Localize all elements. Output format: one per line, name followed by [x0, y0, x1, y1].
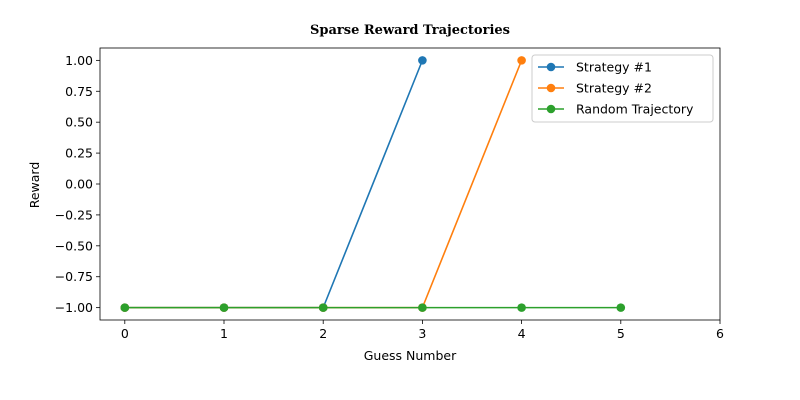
legend-item: Strategy #2 [538, 81, 652, 96]
legend-marker [546, 83, 556, 93]
legend-item: Random Trajectory [538, 102, 694, 117]
data-point [418, 56, 427, 65]
data-point [120, 303, 130, 312]
legend-label: Random Trajectory [576, 102, 694, 117]
y-axis: −1.00 −0.75 −0.50 −0.25 0.00 0.25 0.50 0.75 1.00 [55, 53, 100, 315]
y-tick-label: 0.75 [65, 84, 93, 99]
x-tick-label: 2 [319, 326, 327, 341]
data-point [517, 303, 526, 312]
chart-title: Sparse Reward Trajectories [310, 23, 510, 38]
x-tick-label: 5 [617, 326, 625, 341]
y-tick-label: −0.25 [55, 207, 93, 222]
legend-label: Strategy #2 [576, 81, 652, 96]
data-point [318, 303, 328, 312]
x-axis: 0 1 2 3 4 5 6 [121, 320, 724, 341]
x-tick-label: 6 [716, 326, 724, 341]
data-point [219, 303, 229, 312]
legend-marker [546, 62, 556, 72]
x-tick-label: 1 [220, 326, 228, 341]
legend-label: Strategy #1 [576, 60, 652, 75]
x-axis-label: Guess Number [364, 348, 457, 363]
y-axis-label: Reward [27, 162, 42, 209]
legend-item: Strategy #1 [538, 60, 652, 75]
data-point [418, 303, 427, 312]
y-tick-label: 0.50 [65, 115, 93, 130]
legend-box [531, 54, 714, 123]
series-3 [120, 303, 626, 312]
x-tick-label: 0 [121, 326, 129, 341]
legend: Strategy #1 Strategy #2 Random Trajectory [531, 54, 714, 123]
y-tick-label: 0.25 [65, 146, 93, 161]
series-layer [120, 56, 626, 312]
data-point [616, 303, 626, 312]
y-tick-label: −1.00 [55, 300, 93, 315]
y-tick-label: 1.00 [65, 53, 93, 68]
legend-marker [546, 104, 556, 114]
data-point [517, 56, 526, 65]
y-tick-label: −0.50 [55, 238, 93, 253]
x-tick-label: 3 [418, 326, 426, 341]
x-tick-label: 4 [518, 326, 526, 341]
y-tick-label: −0.75 [55, 269, 93, 284]
y-tick-label: 0.00 [65, 177, 93, 192]
